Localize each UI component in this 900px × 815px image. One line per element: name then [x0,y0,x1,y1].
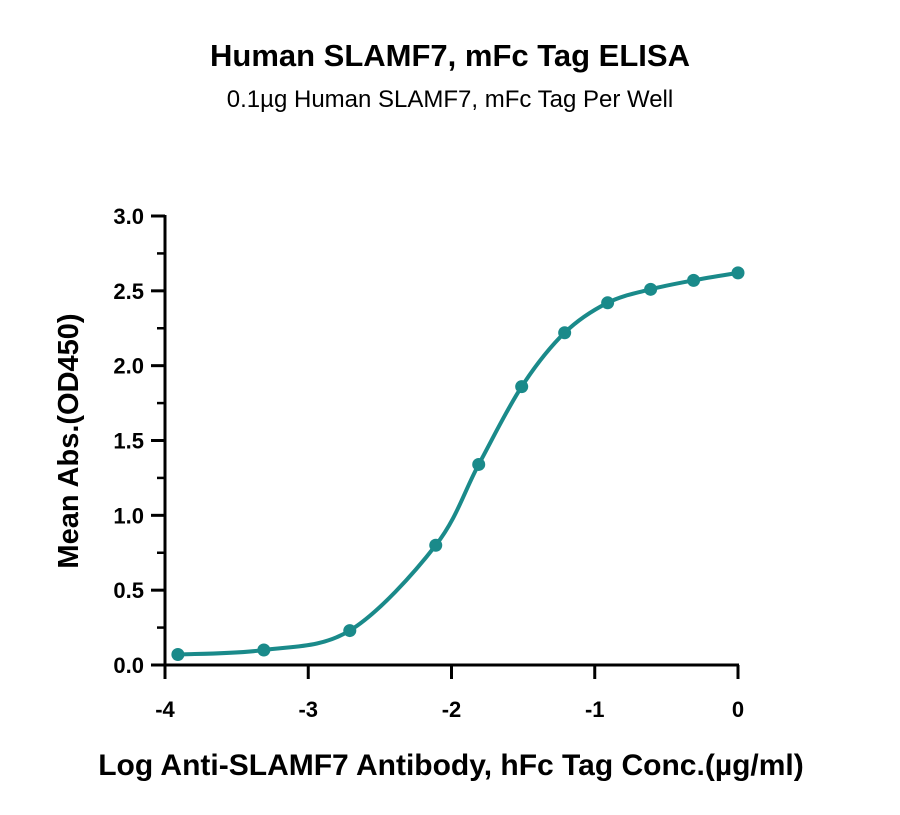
y-tick-label: 3.0 [113,204,144,229]
axes: 0.0 0.5 1.0 1.5 2.0 2.5 3.0 -4 -3 -2 -1 0 [113,204,744,722]
x-tick-label: -2 [442,697,462,722]
x-tick-label: -3 [298,697,318,722]
data-point [472,457,486,471]
data-point [731,266,745,280]
y-tick-label: 2.5 [113,279,144,304]
points-layer [171,266,745,662]
data-point [687,273,701,287]
fit-curve [175,270,740,657]
x-axis-title: Log Anti-SLAMF7 Antibody, hFc Tag Conc.(… [98,749,804,782]
y-tick-label: 1.0 [113,503,144,528]
data-point [343,624,357,638]
x-tick-label: -4 [155,697,175,722]
y-tick-label: 2.0 [113,354,144,379]
data-point [171,648,185,662]
chart-subtitle: 0.1µg Human SLAMF7, mFc Tag Per Well [226,86,674,113]
y-tick-label: 0.0 [113,653,144,678]
chart-title: Human SLAMF7, mFc Tag ELISA [210,38,690,73]
y-tick-label: 0.5 [113,578,144,603]
data-point [515,380,529,394]
data-point [429,538,443,552]
x-tick-label: -1 [585,697,605,722]
x-tick-label: 0 [732,697,744,722]
data-point [558,326,572,340]
y-tick-label: 1.5 [113,429,144,454]
data-point [257,643,271,657]
y-axis-title: Mean Abs.(OD450) [53,313,85,568]
data-point [601,296,615,310]
curve-layer [175,270,740,657]
data-point [644,282,658,296]
